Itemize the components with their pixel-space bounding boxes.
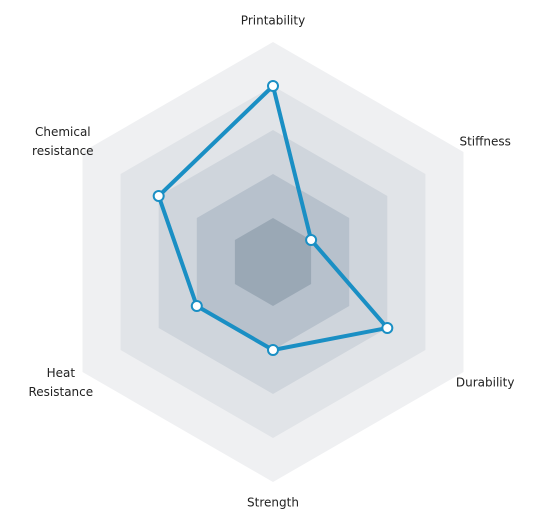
data-point: [267, 344, 279, 356]
data-point: [152, 190, 165, 202]
data-point: [267, 80, 279, 92]
axis-label: Stiffness: [459, 134, 511, 148]
axis-label: Heat Resistance: [28, 365, 94, 399]
grid-ring: [234, 218, 312, 306]
axis-label: Chemical resistance: [32, 124, 94, 158]
axis-label: Durability: [455, 375, 515, 389]
data-point: [190, 300, 203, 312]
axis-label: Printability: [240, 13, 306, 28]
data-point: [381, 322, 394, 334]
axis-label: Strength: [247, 495, 299, 510]
data-point: [305, 234, 318, 246]
